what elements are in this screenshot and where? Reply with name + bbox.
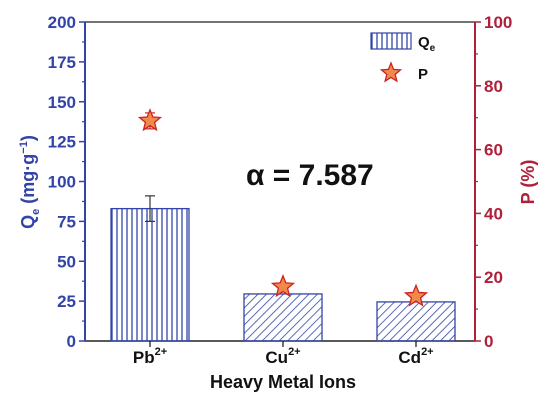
bar-pb xyxy=(110,207,190,342)
right-tick-label: 100 xyxy=(484,13,512,32)
right-tick-label: 20 xyxy=(484,268,503,287)
left-tick-label: 200 xyxy=(48,13,76,32)
right-tick-label: 60 xyxy=(484,141,503,160)
left-tick-label: 0 xyxy=(67,332,76,351)
right-tick-label: 80 xyxy=(484,77,503,96)
right-y-axis: 0 20 40 60 80 100 xyxy=(475,13,512,351)
legend-label-bar: Qe xyxy=(418,34,436,54)
legend: Qe P xyxy=(370,32,436,83)
left-tick-label: 50 xyxy=(57,252,76,271)
legend-swatch-bar xyxy=(370,32,412,50)
left-y-axis-title: Qe (mg·g−1) xyxy=(18,135,42,229)
right-tick-label: 0 xyxy=(484,332,493,351)
x-tick-label: Pb2+ xyxy=(133,346,167,367)
legend-star-icon xyxy=(379,61,403,83)
left-tick-label: 75 xyxy=(57,212,76,231)
left-tick-label: 175 xyxy=(48,53,76,72)
right-tick-label: 40 xyxy=(484,204,503,223)
left-tick-label: 125 xyxy=(48,133,76,152)
bar-cu xyxy=(243,293,323,342)
bar-cd xyxy=(376,301,456,342)
star-series xyxy=(137,108,429,307)
legend-label-star: P xyxy=(418,66,428,83)
left-tick-label: 100 xyxy=(48,173,76,192)
x-axis-title: Heavy Metal Ions xyxy=(210,372,356,392)
x-tick-label: Cd2+ xyxy=(398,346,433,367)
left-y-axis: 0 25 50 75 100 125 150 175 200 xyxy=(48,13,85,351)
left-tick-label: 25 xyxy=(57,292,76,311)
x-axis: Pb2+ Cu2+ Cd2+ xyxy=(133,341,434,367)
left-tick-label: 150 xyxy=(48,93,76,112)
star-point-cd xyxy=(403,283,429,307)
legend-swatch-star xyxy=(379,61,403,83)
right-y-axis-title: P (%) xyxy=(518,160,538,205)
annotation-box: α = 7.587 xyxy=(237,145,401,203)
alpha-annotation: α = 7.587 xyxy=(246,159,374,192)
star-point-pb xyxy=(137,108,163,132)
bar-series xyxy=(110,195,456,342)
x-tick-label: Cu2+ xyxy=(265,346,300,367)
star-point-cu xyxy=(270,274,296,298)
